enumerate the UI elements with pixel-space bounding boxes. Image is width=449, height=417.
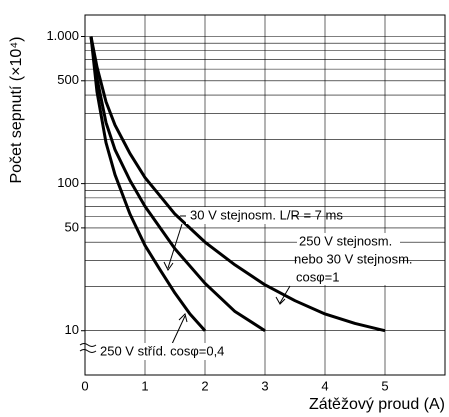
curve — [89, 36, 266, 332]
y-tick-label: 100 — [57, 175, 79, 190]
curves — [89, 36, 386, 333]
x-tick-label: 0 — [81, 378, 88, 393]
plot-frame — [84, 14, 446, 376]
x-tick-label: 1 — [141, 378, 148, 393]
annotation: 30 V stejnosm. L/R = 7 ms — [190, 207, 343, 222]
annotation-bg — [98, 343, 238, 360]
annotation: 250 V stejnosm. — [299, 233, 392, 248]
annotation: 250 V stříd. cosφ=0,4 — [100, 343, 224, 358]
annotation: nebo 30 V stejnosm. — [294, 251, 413, 266]
curve — [89, 36, 207, 332]
x-tick-label: 3 — [261, 378, 268, 393]
x-tick-label: 5 — [381, 378, 388, 393]
x-tick-label: 4 — [321, 378, 328, 393]
y-tick-label: 50 — [65, 219, 79, 234]
y-tick-label: 1.000 — [46, 28, 79, 43]
annotation: cosφ=1 — [296, 269, 339, 284]
x-tick-label: 2 — [201, 378, 208, 393]
annotation-bg — [186, 207, 292, 224]
y-tick-label: 10 — [65, 322, 79, 337]
annotation-bg — [297, 233, 400, 285]
y-tick-label: 500 — [57, 72, 79, 87]
y-axis-label: Počet sepnutí (×10⁴) — [8, 37, 25, 184]
curve — [89, 36, 386, 333]
x-axis-label: Zátěžový proud (A) — [309, 396, 445, 413]
